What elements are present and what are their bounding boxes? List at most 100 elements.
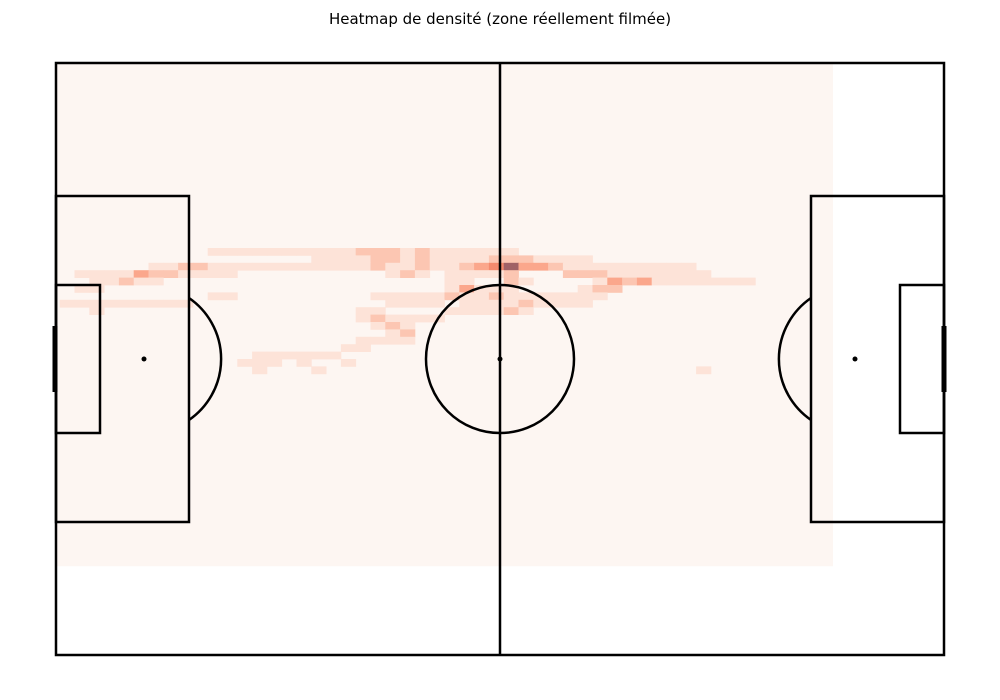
heatmap-cell [400, 299, 416, 308]
heatmap-cell [266, 351, 283, 360]
heatmap-cell [444, 285, 460, 293]
heatmap-cell [503, 277, 519, 286]
heatmap-cell [311, 351, 327, 360]
heatmap-cell [474, 248, 490, 256]
pitch-markings [52, 61, 947, 657]
heatmap-cell [444, 277, 460, 286]
heatmap-cell [414, 292, 431, 301]
heatmap-cell [400, 270, 416, 278]
heatmap-cell [607, 262, 623, 271]
heatmap-cell [178, 299, 194, 308]
heatmap-cell [148, 277, 164, 286]
heatmap-cell [400, 262, 416, 271]
heatmap-cell [104, 270, 120, 278]
heatmap-cell [355, 262, 371, 271]
heatmap-cell [340, 248, 357, 256]
heatmap-cell [266, 248, 283, 256]
heatmap-cell [326, 351, 342, 360]
heatmap-cell [414, 262, 431, 271]
heatmap-cell [400, 314, 416, 323]
heatmap-cell [696, 366, 712, 375]
heatmap-cell [488, 307, 505, 315]
heatmap-cell [459, 270, 475, 278]
heatmap-cell [474, 292, 490, 301]
heatmap-cell [488, 299, 505, 308]
heatmap-cell [222, 270, 238, 278]
heatmap-cell [562, 292, 579, 301]
heatmap-cell [104, 277, 120, 286]
heatmap-cell [444, 262, 460, 271]
heatmap-cell [503, 262, 519, 271]
heatmap-cell [592, 285, 608, 293]
heatmap-cell [281, 248, 297, 256]
heatmap-cell [207, 262, 223, 271]
heatmap-cell [340, 255, 357, 264]
heatmap-cell [385, 255, 401, 264]
heatmap-cell [89, 299, 105, 308]
heatmap-cell [74, 285, 90, 293]
heatmap-cell [385, 336, 401, 345]
heatmap-cell [148, 262, 164, 271]
heatmap-cell [577, 299, 593, 308]
heatmap-cell [400, 248, 416, 256]
heatmap-cell [252, 248, 268, 256]
heatmap-cell [385, 248, 401, 256]
heatmap-cell [725, 277, 741, 286]
heatmap-cell [385, 299, 401, 308]
heatmap-cell [414, 248, 431, 256]
heatmap-cell [710, 277, 727, 286]
heatmap-cell [474, 307, 490, 315]
heatmap-cell [740, 277, 756, 286]
heatmap-cell [148, 299, 164, 308]
heatmap-cell [252, 366, 268, 375]
heatmap-cell [488, 262, 505, 271]
heatmap-cell [400, 292, 416, 301]
heatmap-cell [592, 262, 608, 271]
heatmap-cell [207, 248, 223, 256]
heatmap-cell [459, 248, 475, 256]
heatmap-cell [666, 270, 682, 278]
heatmap-cell [562, 299, 579, 308]
heatmap-cell [163, 262, 179, 271]
heatmap-cell [340, 359, 357, 367]
heatmap-cell [370, 307, 386, 315]
heatmap-cell [651, 277, 667, 286]
heatmap-cell [503, 285, 519, 293]
heatmap-cell [533, 299, 549, 308]
heatmap-cell [548, 292, 564, 301]
heatmap-cell [444, 248, 460, 256]
heatmap-cell [577, 255, 593, 264]
heatmap-cell [148, 270, 164, 278]
heatmap-cell [222, 262, 238, 271]
heatmap-cell [252, 262, 268, 271]
heatmap-cell [370, 292, 386, 301]
right-penalty-arc [777, 296, 812, 422]
heatmap-cell [474, 285, 490, 293]
heatmap-layer [56, 63, 833, 567]
heatmap-cell [474, 299, 490, 308]
heatmap-cell [355, 336, 371, 345]
heatmap-cell [518, 262, 534, 271]
heatmap-cell [370, 262, 386, 271]
heatmap-cell [488, 270, 505, 278]
heatmap-cell [74, 299, 90, 308]
centre-spot [497, 356, 503, 362]
heatmap-cell [385, 322, 401, 330]
heatmap-cell [370, 314, 386, 323]
heatmap-cell [355, 307, 371, 315]
heatmap-cell [636, 262, 653, 271]
heatmap-cell [163, 270, 179, 278]
heatmap-cell [459, 307, 475, 315]
heatmap-cell [518, 292, 534, 301]
heatmap-cell [429, 292, 445, 301]
heatmap-cell [89, 285, 105, 293]
heatmap-cell [252, 359, 268, 367]
heatmap-cell [89, 307, 105, 315]
chart-title: Heatmap de densité (zone réellement film… [328, 10, 672, 28]
heatmap-cell [385, 314, 401, 323]
heatmap-cell [340, 344, 357, 352]
heatmap-cell [355, 344, 371, 352]
heatmap-cell [651, 270, 667, 278]
heatmap-cell [370, 255, 386, 264]
